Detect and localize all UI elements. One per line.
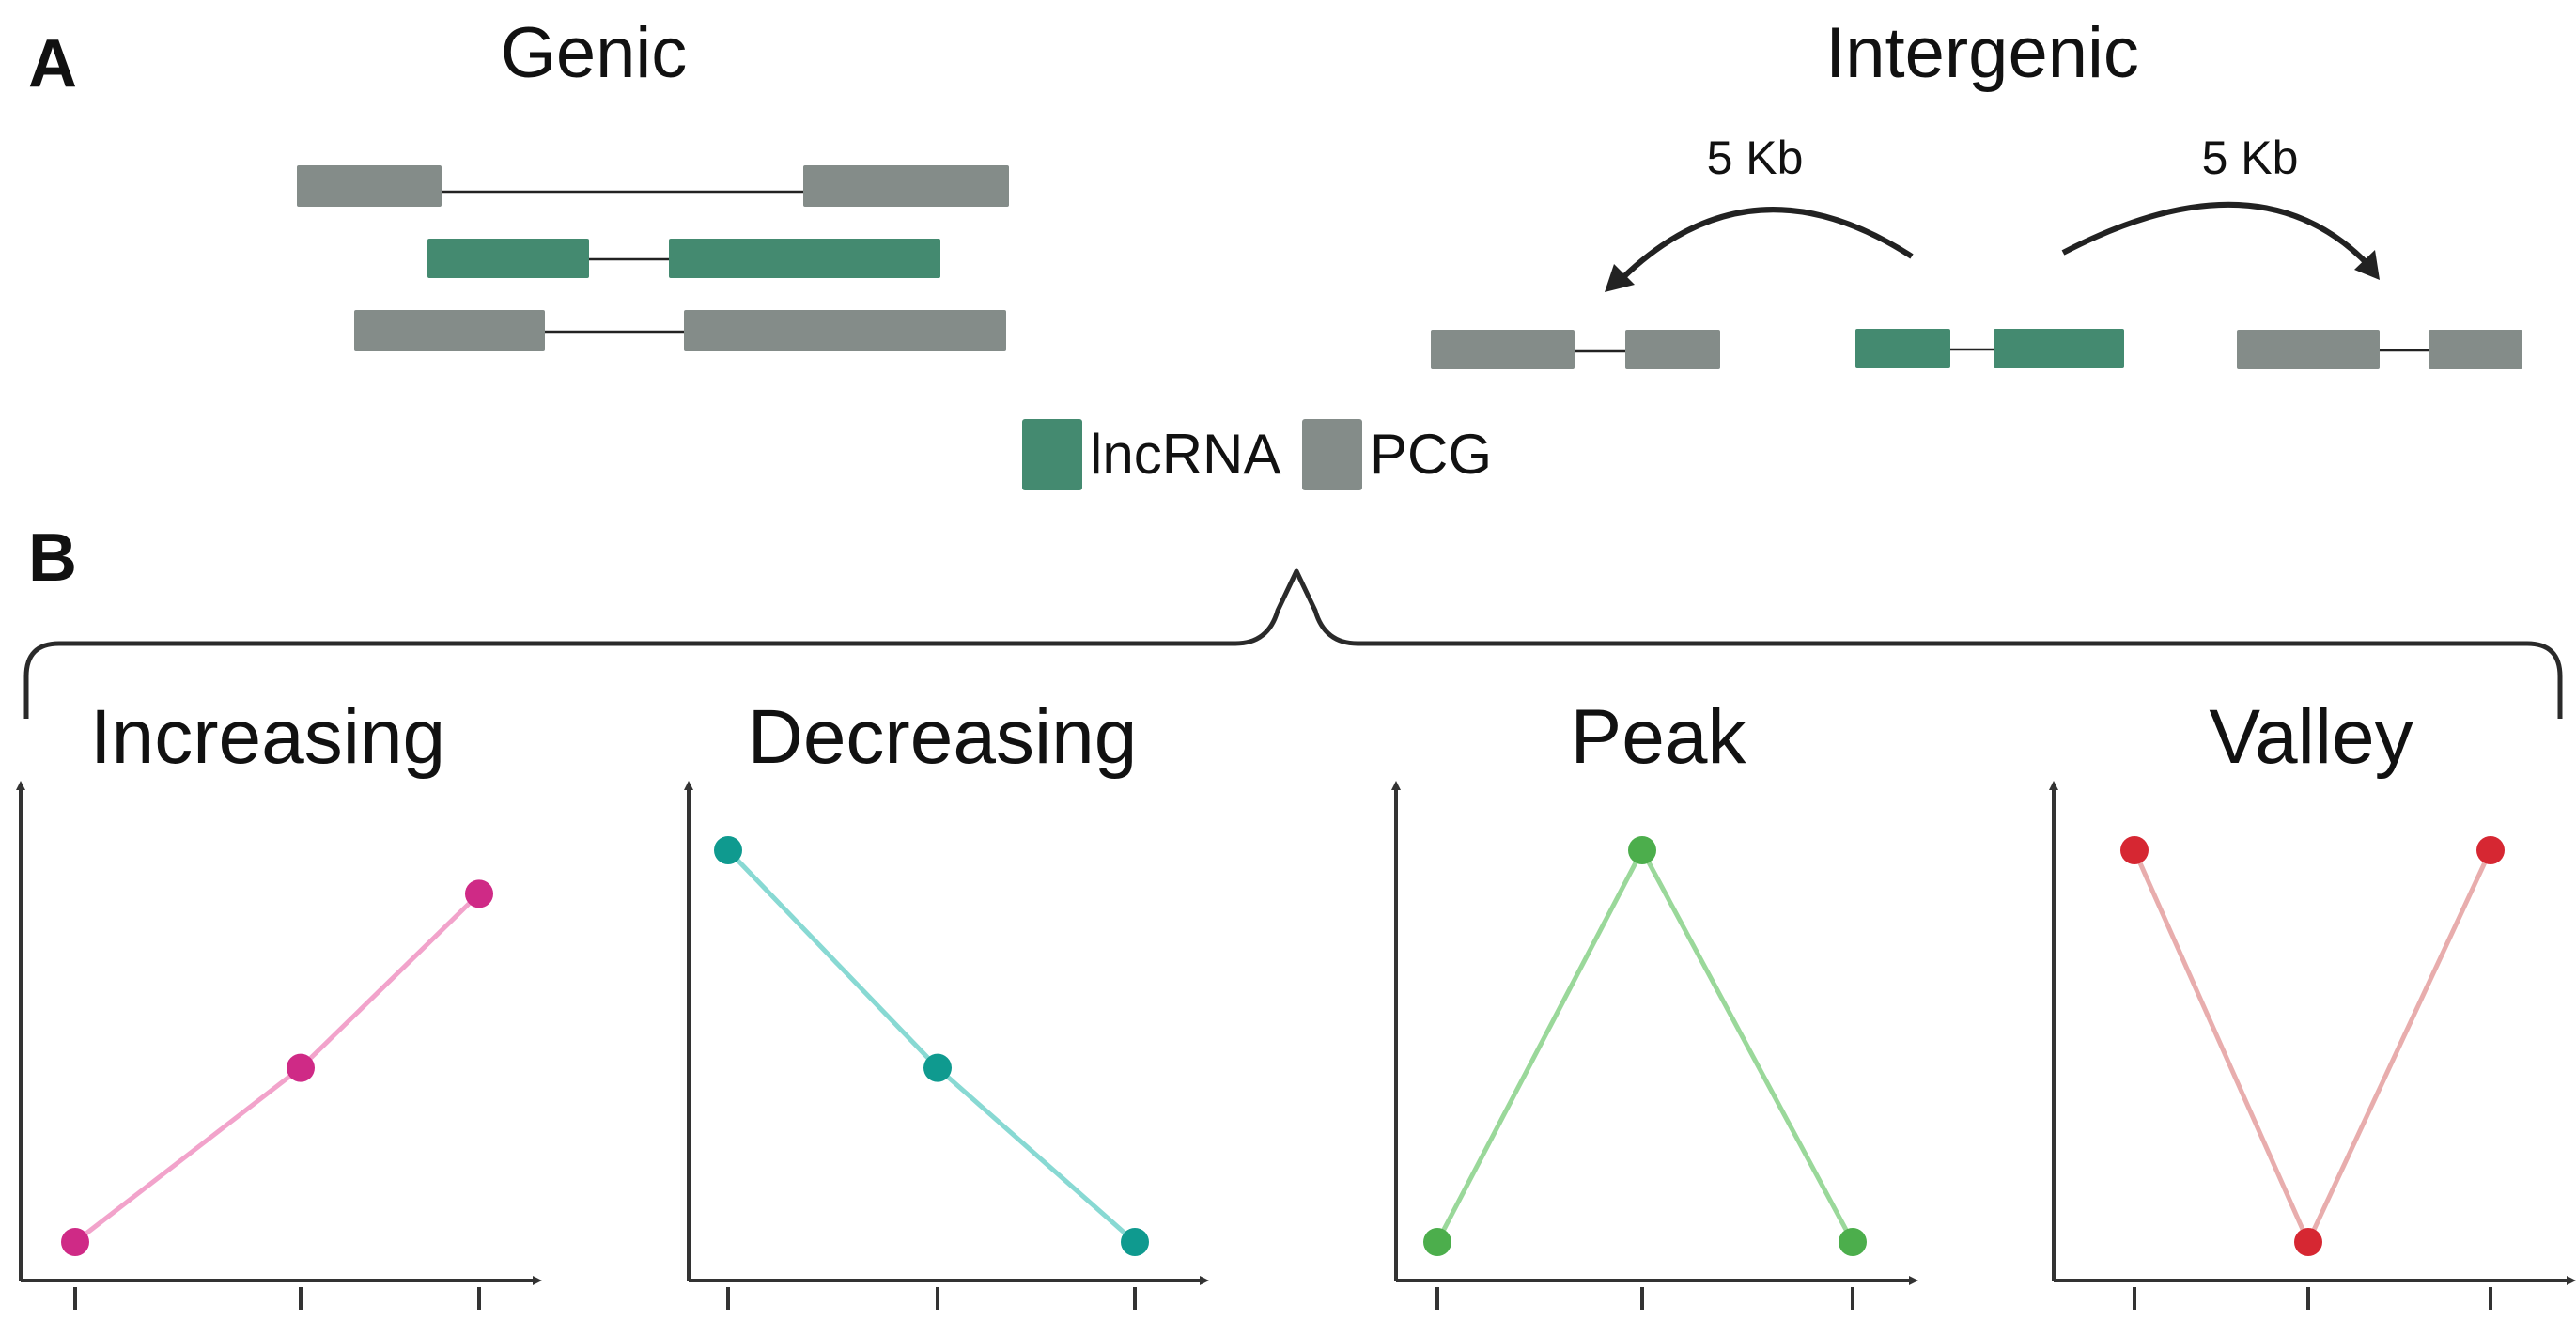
trend-point: [287, 1053, 315, 1082]
legend-label-pcg: PCG: [1370, 423, 1492, 486]
grouping-brace: [23, 568, 2563, 719]
trend-plot-increasing: Increasing: [16, 694, 542, 1310]
genic-lncrna-exon: [427, 239, 589, 278]
trend-line: [726, 848, 1137, 1244]
trend-point: [2294, 1228, 2322, 1256]
intergenic-pcg-exon: [2237, 330, 2380, 369]
trend-title: Valley: [2209, 694, 2413, 780]
left-distance-arrow: [1613, 207, 1914, 287]
right-distance-label: 5 Kb: [2202, 132, 2299, 184]
legend-label-lncrna: lncRNA: [1090, 423, 1280, 486]
genic-title: Genic: [501, 13, 688, 93]
genic-pcg-exon: [803, 165, 1009, 207]
genic-pcg-exon: [297, 165, 442, 207]
intergenic-title: Intergenic: [1825, 13, 2139, 93]
trend-point: [465, 879, 493, 908]
trend-point: [1423, 1228, 1451, 1256]
trend-plot-decreasing: Decreasing: [684, 694, 1209, 1310]
trend-point: [1628, 836, 1656, 864]
legend-swatch-lncrna: [1022, 419, 1082, 490]
trend-line: [73, 892, 481, 1244]
trend-title: Decreasing: [748, 694, 1138, 780]
panel-b-label: B: [28, 520, 77, 596]
intergenic-lncrna-exon: [1994, 329, 2124, 368]
trend-point: [2476, 836, 2505, 864]
trend-line: [1435, 845, 1855, 1244]
trend-title: Increasing: [90, 694, 445, 780]
intergenic-pcg-exon: [1431, 330, 1575, 369]
right-arrow-head: [2354, 250, 2380, 280]
trend-plot-valley: Valley: [2049, 694, 2576, 1310]
trend-point: [61, 1228, 89, 1256]
trend-point: [1839, 1228, 1867, 1256]
trend-line: [2132, 848, 2493, 1249]
legend: lncRNA PCG: [1022, 419, 1492, 490]
genic-pcg-exon: [354, 310, 545, 351]
trend-plots: Increasing Decreasing Peak Valley: [16, 694, 2576, 1310]
trend-point: [2120, 836, 2149, 864]
genic-pcg-exon: [684, 310, 1006, 351]
intergenic-transcripts: [1431, 329, 2522, 369]
trend-plot-peak: Peak: [1391, 694, 1918, 1310]
trend-point: [1121, 1228, 1149, 1256]
intergenic-pcg-exon: [2429, 330, 2522, 369]
trend-title: Peak: [1571, 694, 1747, 780]
left-distance-label: 5 Kb: [1707, 132, 1804, 184]
legend-swatch-pcg: [1302, 419, 1362, 490]
trend-point: [923, 1053, 952, 1082]
genic-lncrna-exon: [669, 239, 940, 278]
left-arrow-head: [1605, 264, 1635, 292]
right-distance-arrow: [2061, 201, 2372, 269]
panel-a-label: A: [28, 26, 77, 101]
intergenic-lncrna-exon: [1855, 329, 1950, 368]
genic-transcripts: [297, 165, 1009, 351]
intergenic-pcg-exon: [1625, 330, 1720, 369]
trend-point: [714, 836, 742, 864]
